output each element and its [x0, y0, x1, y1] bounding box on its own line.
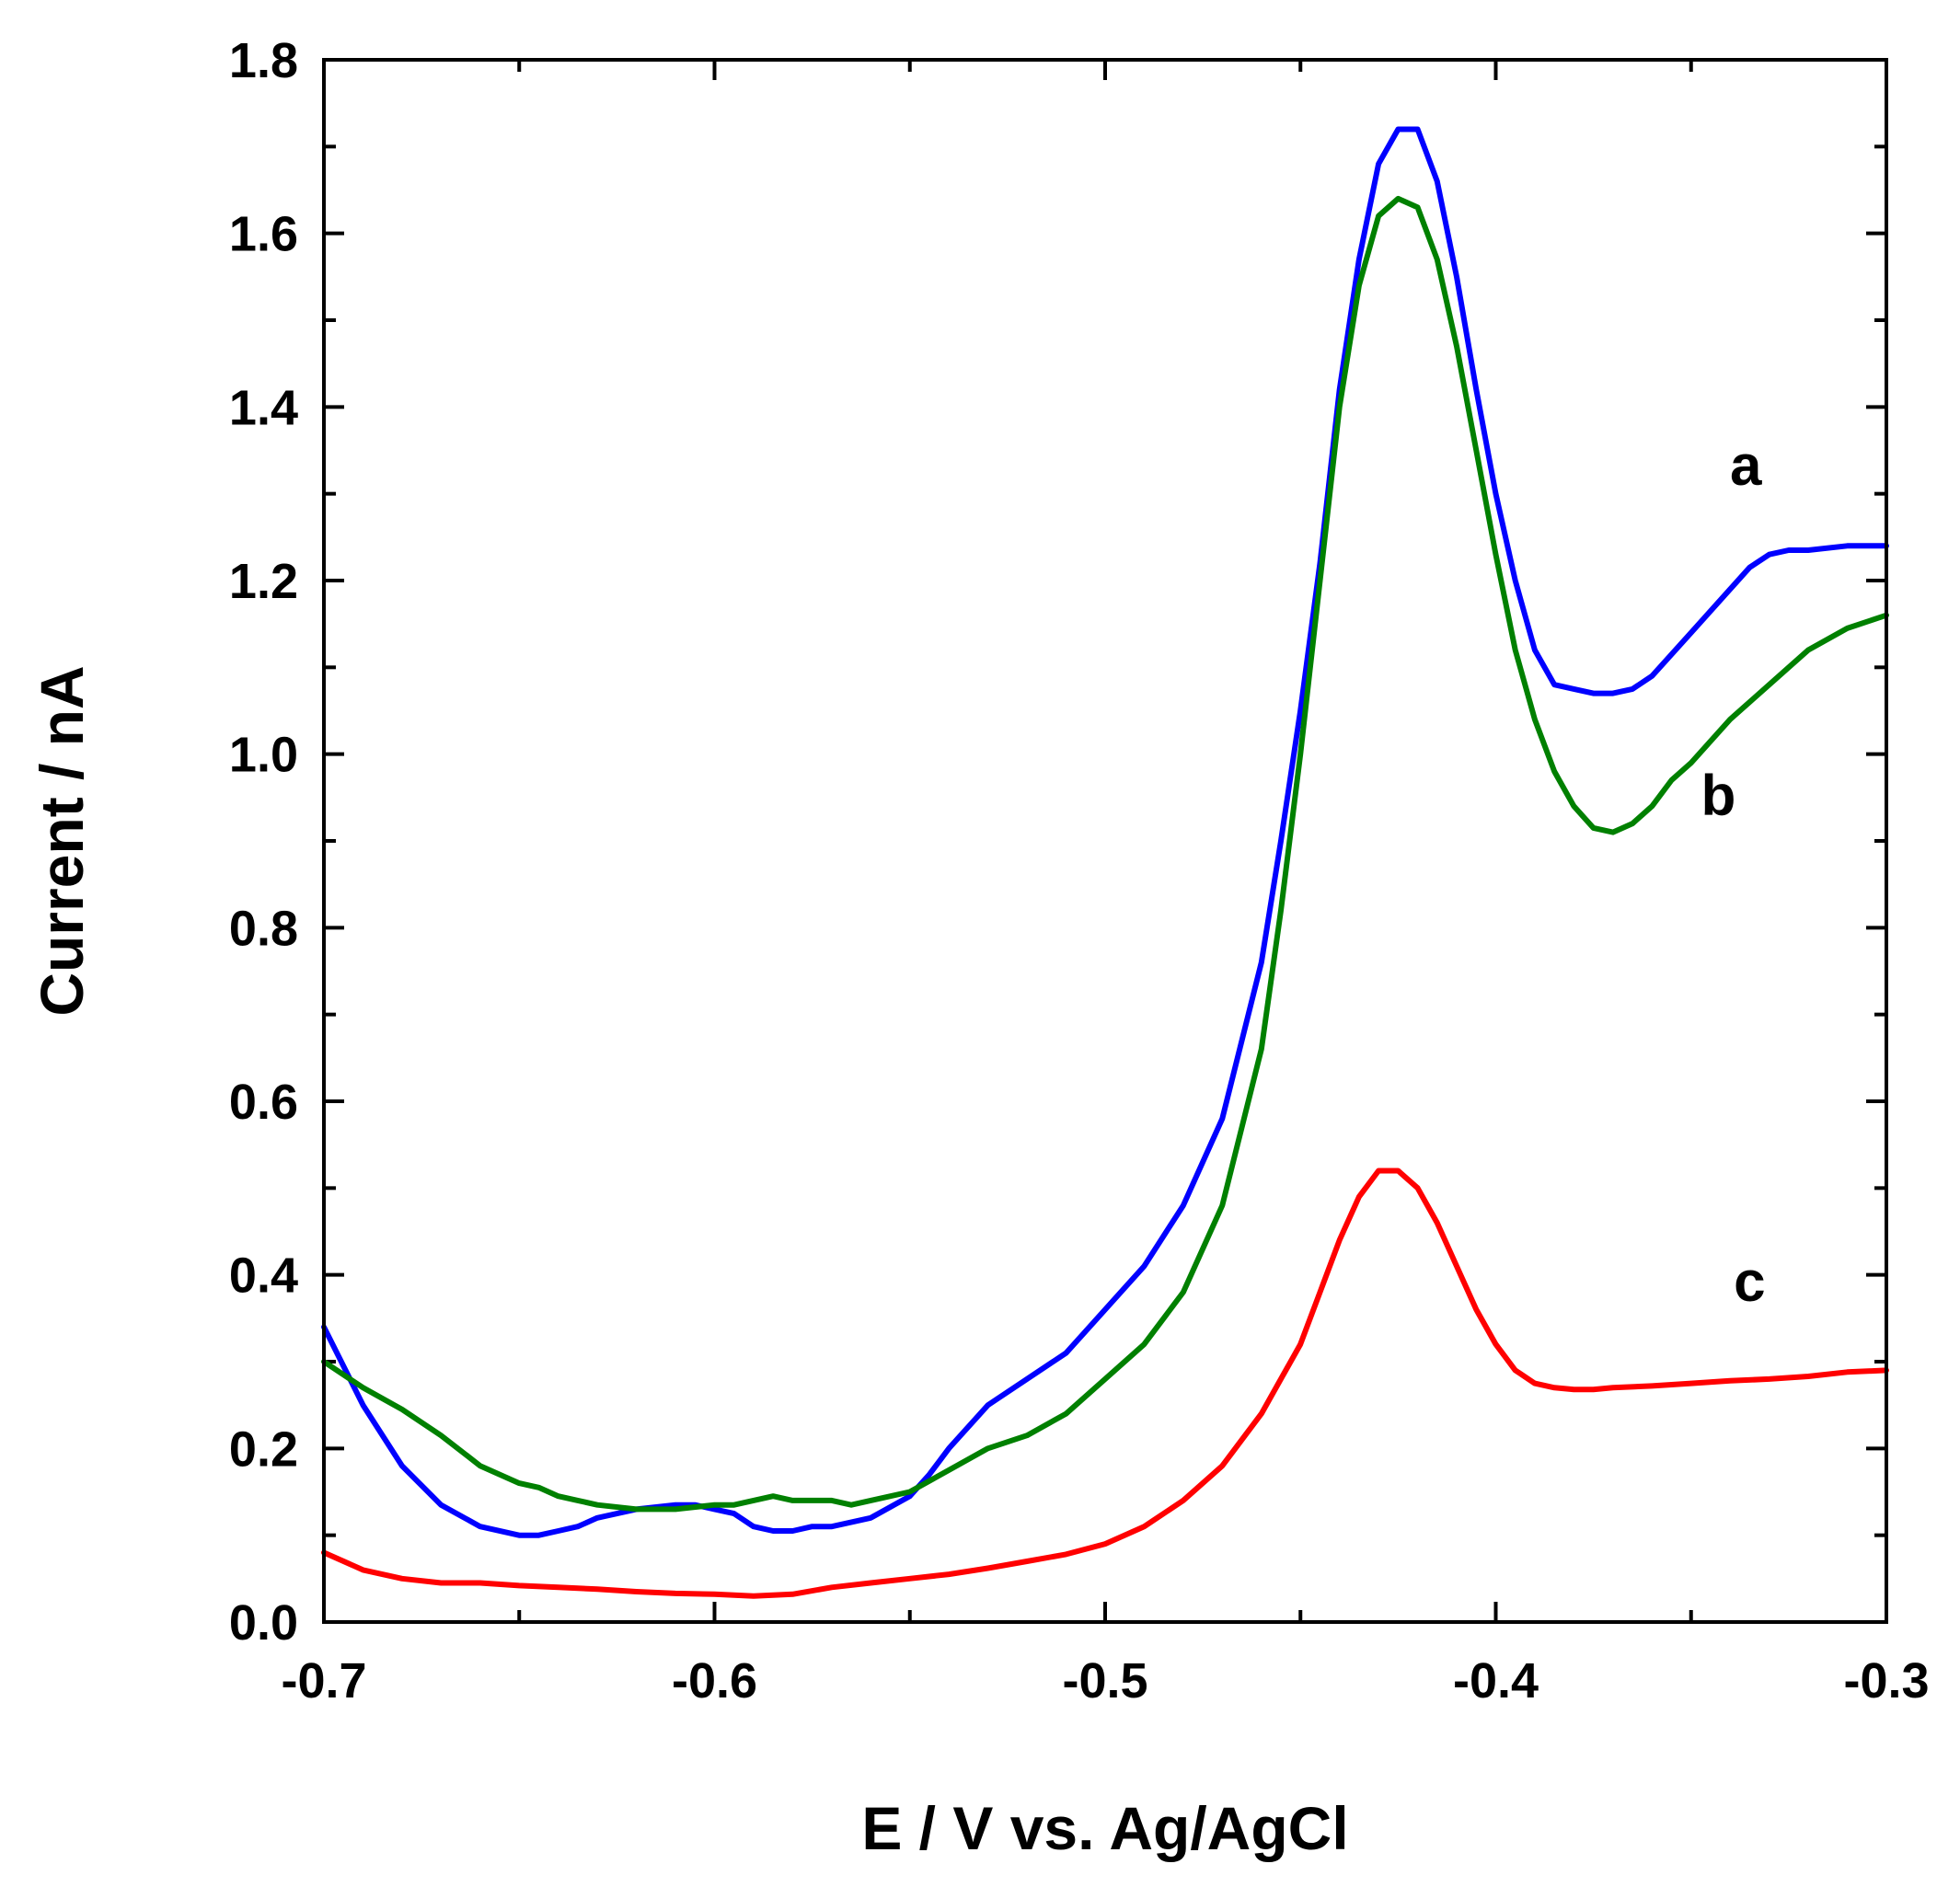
x-tick-label: -0.5: [1062, 1653, 1147, 1709]
curve-label-c: c: [1734, 1250, 1765, 1314]
axis-tick-labels: -0.7 -0.6 -0.5 -0.4 -0.3 0.0 0.2 0.4 0.6 0.8 1.0 1.…: [229, 33, 1930, 1709]
x-axis-title: E / V vs. Ag/AgCl: [861, 1794, 1348, 1862]
series-line-a: [321, 126, 1889, 1538]
y-tick-label: 1.8: [229, 33, 298, 88]
y-tick-label: 0.4: [229, 1248, 298, 1304]
y-tick-label: 0.2: [229, 1421, 298, 1477]
plot-frame: [322, 58, 1888, 1624]
series-line-b: [321, 195, 1889, 1513]
x-tick-label: -0.4: [1453, 1653, 1539, 1709]
y-tick-label: 1.2: [229, 554, 298, 609]
y-axis-title: Current / nA: [28, 665, 96, 1016]
y-tick-label: 0.6: [229, 1075, 298, 1130]
curve-label-b: b: [1701, 765, 1736, 828]
y-tick-label: 0.8: [229, 901, 298, 956]
axis-ticks: [322, 58, 1888, 1624]
x-tick-label: -0.3: [1843, 1653, 1929, 1709]
curve-label-a: a: [1730, 434, 1762, 498]
y-tick-label: 1.6: [229, 207, 298, 262]
y-tick-label: 0.0: [229, 1595, 298, 1651]
series-line-c: [321, 1168, 1889, 1599]
x-tick-label: -0.7: [281, 1653, 366, 1709]
series-lines: [321, 126, 1889, 1599]
x-tick-label: -0.6: [672, 1653, 757, 1709]
curve-labels: a b c: [1701, 434, 1766, 1314]
y-tick-label: 1.4: [229, 380, 298, 435]
y-tick-label: 1.0: [229, 728, 298, 783]
